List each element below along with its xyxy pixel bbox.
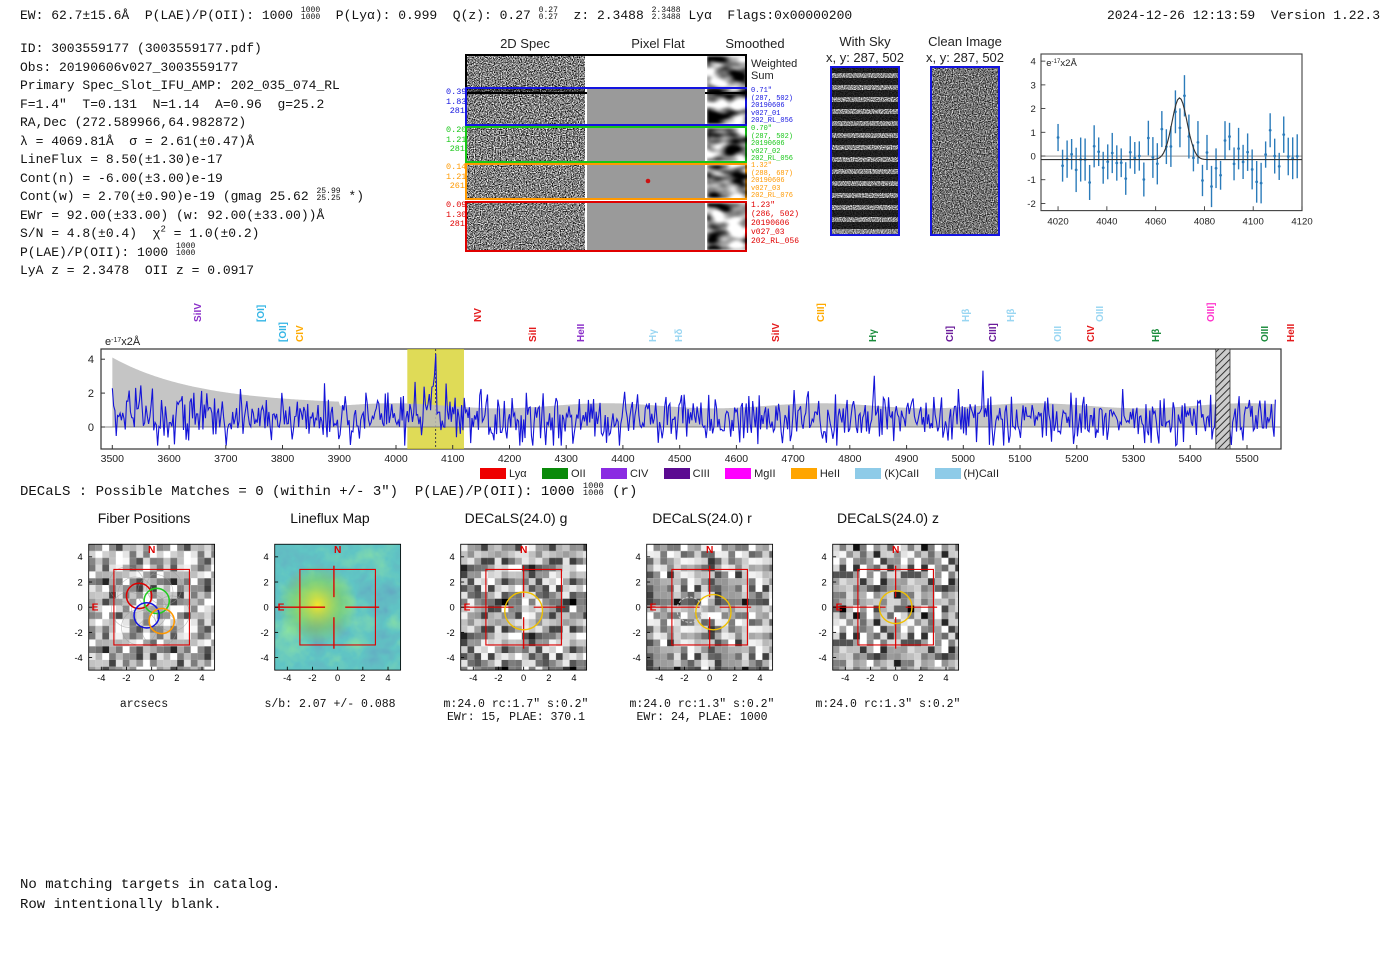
svg-text:-4: -4 xyxy=(818,653,826,663)
svg-text:0: 0 xyxy=(264,603,269,613)
svg-text:2: 2 xyxy=(732,673,737,683)
svg-text:-2: -2 xyxy=(632,628,640,638)
svg-text:2: 2 xyxy=(174,673,179,683)
svg-text:N: N xyxy=(892,545,899,556)
svg-text:2: 2 xyxy=(264,577,269,587)
svg-text:0: 0 xyxy=(636,603,641,613)
svg-text:4: 4 xyxy=(943,673,948,683)
svg-text:N: N xyxy=(334,545,341,556)
svg-text:-4: -4 xyxy=(655,673,663,683)
svg-text:0: 0 xyxy=(450,603,455,613)
svg-text:0: 0 xyxy=(707,673,712,683)
svg-text:-4: -4 xyxy=(632,653,640,663)
svg-text:2: 2 xyxy=(546,673,551,683)
svg-text:4: 4 xyxy=(757,673,762,683)
svg-text:-2: -2 xyxy=(260,628,268,638)
svg-text:0: 0 xyxy=(149,673,154,683)
svg-text:-4: -4 xyxy=(260,653,268,663)
svg-text:0: 0 xyxy=(893,673,898,683)
svg-text:-4: -4 xyxy=(841,673,849,683)
svg-text:4: 4 xyxy=(822,552,827,562)
svg-text:4: 4 xyxy=(636,552,641,562)
svg-text:N: N xyxy=(706,545,713,556)
svg-text:E: E xyxy=(92,603,99,614)
svg-text:2: 2 xyxy=(822,577,827,587)
svg-text:-4: -4 xyxy=(97,673,105,683)
svg-text:4: 4 xyxy=(450,552,455,562)
svg-text:2: 2 xyxy=(918,673,923,683)
svg-text:4: 4 xyxy=(78,552,83,562)
svg-text:E: E xyxy=(464,603,471,614)
svg-text:-4: -4 xyxy=(74,653,82,663)
svg-text:0: 0 xyxy=(78,603,83,613)
svg-text:-2: -2 xyxy=(818,628,826,638)
svg-text:2: 2 xyxy=(450,577,455,587)
svg-text:2: 2 xyxy=(636,577,641,587)
svg-text:-4: -4 xyxy=(283,673,291,683)
svg-text:0: 0 xyxy=(822,603,827,613)
svg-text:-2: -2 xyxy=(446,628,454,638)
svg-text:-2: -2 xyxy=(74,628,82,638)
svg-text:-4: -4 xyxy=(469,673,477,683)
svg-text:4: 4 xyxy=(385,673,390,683)
svg-text:N: N xyxy=(148,545,155,556)
svg-text:2: 2 xyxy=(78,577,83,587)
svg-text:E: E xyxy=(278,603,285,614)
svg-text:2: 2 xyxy=(360,673,365,683)
svg-text:-4: -4 xyxy=(446,653,454,663)
svg-text:-2: -2 xyxy=(866,673,874,683)
svg-text:0: 0 xyxy=(521,673,526,683)
svg-text:0: 0 xyxy=(335,673,340,683)
svg-text:-2: -2 xyxy=(122,673,130,683)
svg-text:4: 4 xyxy=(571,673,576,683)
svg-text:4: 4 xyxy=(199,673,204,683)
svg-text:-2: -2 xyxy=(494,673,502,683)
svg-text:-2: -2 xyxy=(308,673,316,683)
svg-text:N: N xyxy=(520,545,527,556)
svg-text:E: E xyxy=(836,603,843,614)
svg-text:-2: -2 xyxy=(680,673,688,683)
svg-text:E: E xyxy=(650,603,657,614)
svg-text:4: 4 xyxy=(264,552,269,562)
